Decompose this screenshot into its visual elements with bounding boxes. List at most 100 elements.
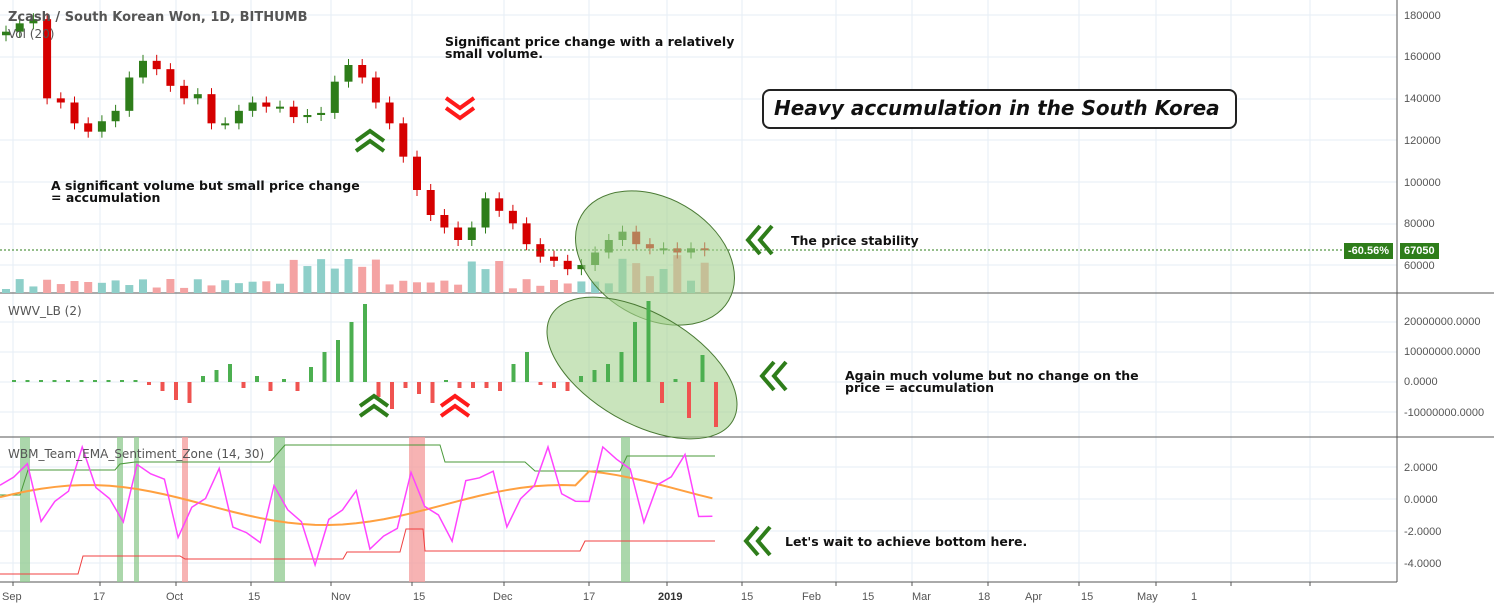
chevron-left-icon bbox=[745, 224, 774, 256]
wwv-bar bbox=[93, 380, 97, 382]
note-line: Again much volume but no change on the bbox=[845, 368, 1139, 383]
price-tick: 120000 bbox=[1404, 135, 1441, 147]
volume-bar bbox=[426, 282, 435, 293]
volume-bar bbox=[385, 284, 394, 293]
wwv-bar bbox=[255, 376, 259, 382]
sentiment-zone bbox=[20, 437, 30, 582]
wwv-bar bbox=[403, 382, 408, 388]
note-line: Significant price change with a relative… bbox=[445, 34, 735, 49]
wwv-bar bbox=[673, 379, 678, 382]
candle-body bbox=[248, 102, 257, 111]
wwv-bar bbox=[579, 376, 583, 382]
sentiment-zone bbox=[274, 437, 285, 582]
wwv-bar bbox=[228, 364, 232, 382]
time-tick: 1 bbox=[1191, 591, 1198, 603]
wwv-bar bbox=[282, 379, 286, 382]
wwv-bar bbox=[241, 382, 246, 388]
wwv-bar bbox=[700, 355, 705, 382]
chevron-left-icon bbox=[743, 525, 772, 557]
candle-body bbox=[139, 60, 147, 78]
chevron-up-icon bbox=[439, 393, 471, 418]
volume-bar bbox=[15, 279, 24, 293]
wwv-bar bbox=[498, 382, 502, 391]
time-tick: Dec bbox=[493, 591, 513, 603]
volume-bar bbox=[577, 281, 586, 293]
candle-body bbox=[371, 77, 380, 103]
price-tick: 180000 bbox=[1404, 10, 1441, 22]
candle-body bbox=[385, 102, 394, 124]
sentiment-indicator-label[interactable]: WBM_Team_EMA_Sentiment_Zone (14, 30) bbox=[8, 447, 265, 461]
wwv-bar bbox=[552, 382, 556, 388]
time-tick: 15 bbox=[413, 591, 426, 603]
wwv-bar bbox=[52, 380, 57, 382]
volume-bar bbox=[536, 285, 545, 293]
candle-body bbox=[522, 223, 531, 245]
wwv-bar bbox=[633, 322, 637, 382]
volume-bar bbox=[467, 261, 476, 293]
sentiment-tick: 0.0000 bbox=[1404, 494, 1438, 506]
wwv-bar bbox=[336, 340, 340, 382]
volume-bar bbox=[330, 268, 339, 293]
wwv-bar bbox=[174, 382, 178, 400]
time-tick: 18 bbox=[978, 591, 991, 603]
wwv-bar bbox=[376, 382, 381, 397]
wwv-bar bbox=[565, 382, 570, 391]
candle-body bbox=[193, 94, 202, 99]
candle-body bbox=[2, 31, 10, 36]
time-tick: Apr bbox=[1025, 591, 1043, 603]
note-line: price = accumulation bbox=[845, 380, 995, 395]
wwv-bar bbox=[133, 380, 138, 382]
time-tick: Sep bbox=[2, 591, 22, 603]
wwv-bar bbox=[525, 352, 529, 382]
candle-body bbox=[399, 123, 408, 157]
wwv-bar bbox=[309, 367, 313, 382]
time-tick: 15 bbox=[1081, 591, 1094, 603]
candle-body bbox=[152, 60, 161, 70]
note-volume-accumulation: A significant volume but small price cha… bbox=[51, 178, 360, 204]
wwv-bar bbox=[39, 380, 43, 382]
candle-body bbox=[426, 190, 435, 215]
candle-body bbox=[262, 102, 271, 107]
candle-body bbox=[508, 210, 517, 224]
wwv-bar bbox=[660, 382, 664, 403]
candle-body bbox=[56, 98, 65, 103]
time-tick: Feb bbox=[802, 591, 821, 603]
note-wait-bottom: Let's wait to achieve bottom here. bbox=[785, 534, 1028, 549]
volume-bar bbox=[43, 279, 52, 293]
candle-body bbox=[577, 265, 586, 270]
note-line: A significant volume but small price cha… bbox=[51, 178, 360, 193]
time-tick: 15 bbox=[741, 591, 754, 603]
candle-body bbox=[330, 81, 339, 113]
wwv-tick: 0.0000 bbox=[1404, 376, 1438, 388]
wwv-tick: 20000000.0000 bbox=[1404, 316, 1481, 328]
sentiment-zone bbox=[621, 437, 630, 582]
wwv-bar bbox=[12, 380, 16, 382]
candle-body bbox=[303, 115, 312, 118]
volume-bar bbox=[440, 280, 449, 293]
wwv-indicator-label[interactable]: WWV_LB (2) bbox=[8, 304, 82, 318]
volume-bar bbox=[481, 269, 490, 293]
volume-bar bbox=[234, 283, 243, 293]
volume-bar bbox=[276, 283, 284, 293]
price-tick: 100000 bbox=[1404, 177, 1441, 189]
wwv-bar bbox=[25, 380, 30, 382]
price-tick: 160000 bbox=[1404, 51, 1441, 63]
candle-body bbox=[317, 112, 326, 115]
chevron-up-icon bbox=[358, 393, 390, 418]
note-price-change: Significant price change with a relative… bbox=[445, 34, 735, 61]
volume-bar bbox=[522, 279, 531, 293]
price-tick: 140000 bbox=[1404, 93, 1441, 105]
wwv-bar bbox=[592, 370, 597, 382]
wwv-bar bbox=[268, 382, 273, 391]
wwv-tick: 10000000.0000 bbox=[1404, 346, 1481, 358]
wwv-bar bbox=[430, 382, 435, 403]
wwv-bar bbox=[214, 370, 219, 382]
candle-body bbox=[84, 123, 93, 132]
chevron-down-icon bbox=[444, 96, 476, 121]
sentiment-tick: -4.0000 bbox=[1404, 558, 1442, 570]
note-line: small volume. bbox=[445, 46, 543, 61]
volume-bar bbox=[111, 280, 120, 293]
volume-indicator-label[interactable]: Vol (20) bbox=[8, 27, 55, 41]
volume-bar bbox=[29, 286, 38, 293]
